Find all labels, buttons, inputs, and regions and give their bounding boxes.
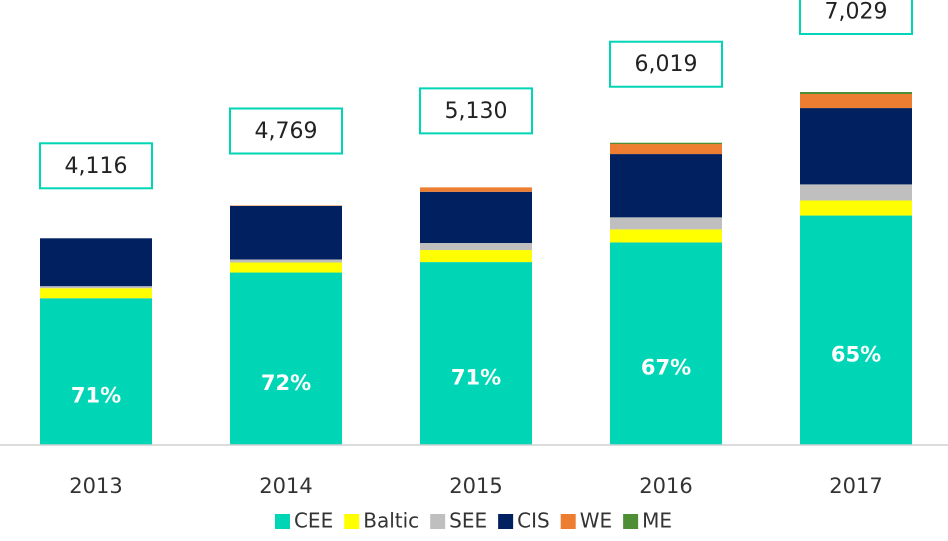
legend-label: CIS [517, 509, 550, 533]
bar-segment [610, 144, 722, 155]
bar-segment [230, 272, 342, 445]
x-tick-label: 2016 [639, 474, 692, 498]
bar-segment [230, 205, 342, 207]
bar-segment [800, 92, 912, 95]
total-box [609, 40, 723, 88]
legend-swatch [560, 514, 576, 529]
bar-segment [230, 262, 342, 273]
x-tick-label: 2013 [69, 474, 122, 498]
bar-segment [800, 184, 912, 201]
legend-label: CEE [294, 509, 333, 533]
x-tick-label: 2017 [829, 474, 882, 498]
bar-segment [610, 142, 722, 145]
legend-swatch [623, 514, 639, 529]
legend-swatch [430, 514, 446, 529]
total-label: 5,130 [445, 99, 508, 124]
share-label: 67% [641, 356, 691, 380]
total-box [799, 0, 913, 35]
bar-segment [420, 262, 532, 445]
bar-segment [230, 259, 342, 263]
bar-segment [420, 187, 532, 192]
bar-segment [800, 200, 912, 216]
share-label: 71% [451, 366, 501, 390]
bar-segment [800, 94, 912, 109]
bar-segment [800, 215, 912, 445]
total-box [229, 107, 343, 155]
total-label: 4,769 [255, 119, 318, 144]
share-label: 72% [261, 371, 311, 395]
share-label: 71% [71, 384, 121, 408]
bar-segment [230, 206, 342, 260]
legend-label: WE [580, 509, 612, 533]
legend-label: Baltic [363, 509, 419, 533]
bar-segment [800, 108, 912, 185]
total-box [39, 142, 153, 190]
legend-swatch [274, 514, 290, 529]
bar-segment [40, 286, 152, 289]
bar-segment [610, 242, 722, 445]
bar-segment [610, 229, 722, 243]
legend-label: SEE [449, 509, 487, 533]
bar-segment [40, 288, 152, 299]
share-label: 65% [831, 342, 881, 366]
x-tick-label: 2015 [449, 474, 502, 498]
bar-segment [420, 191, 532, 244]
bar-segment [40, 238, 152, 287]
total-label: 7,029 [825, 0, 888, 25]
legend-swatch [498, 514, 514, 529]
bar-segment [610, 217, 722, 230]
total-label: 4,116 [65, 154, 128, 179]
bar-segment [420, 243, 532, 251]
bar-segment [420, 250, 532, 263]
legend-swatch [344, 514, 360, 529]
total-label: 6,019 [635, 52, 698, 77]
bar-segment [40, 298, 152, 445]
x-tick-label: 2014 [259, 474, 312, 498]
total-box [419, 87, 533, 135]
bar-segment [610, 154, 722, 218]
legend-label: ME [642, 509, 672, 533]
